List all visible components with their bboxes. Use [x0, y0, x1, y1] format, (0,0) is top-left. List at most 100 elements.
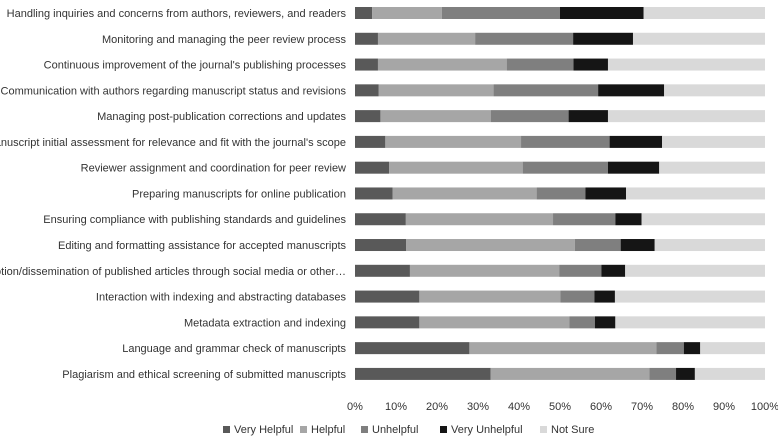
- x-tick-label: 60%: [590, 401, 612, 413]
- bar-segment-helpful: [377, 32, 476, 45]
- bar-segment-not-sure: [664, 84, 765, 97]
- bar-segment-unhelpful: [553, 213, 616, 226]
- bar-segment-unhelpful: [569, 316, 595, 329]
- bar-segment-very-helpful: [355, 264, 410, 277]
- category-label: Handling inquiries and concerns from aut…: [7, 8, 347, 20]
- x-tick-label: 30%: [467, 401, 489, 413]
- bar-segment-very-helpful: [355, 316, 420, 329]
- bar-segment-helpful: [419, 316, 570, 329]
- bar-segment-unhelpful: [656, 342, 684, 355]
- legend-label: Unhelpful: [372, 424, 418, 436]
- bar-segment-helpful: [406, 239, 575, 252]
- category-labels: Handling inquiries and concerns from aut…: [0, 8, 346, 381]
- bar-segment-unhelpful: [493, 84, 599, 97]
- category-label: Metadata extraction and indexing: [184, 317, 346, 329]
- bar-segment-unhelpful: [560, 290, 595, 303]
- category-label: Plagiarism and ethical screening of subm…: [62, 369, 346, 381]
- legend-swatch: [440, 426, 447, 433]
- x-tick-label: 70%: [631, 401, 653, 413]
- bar-segment-not-sure: [626, 187, 765, 200]
- x-tick-label: 40%: [508, 401, 530, 413]
- category-label: Monitoring and managing the peer review …: [102, 34, 346, 46]
- bar-segment-not-sure: [643, 7, 765, 19]
- bar-segment-not-sure: [607, 110, 765, 123]
- bar-segment-unhelpful: [475, 32, 574, 45]
- category-label: Interaction with indexing and abstractin…: [96, 292, 347, 304]
- bar-segment-very-helpful: [355, 187, 393, 200]
- category-label: Managing post-publication corrections an…: [97, 111, 346, 123]
- legend-label: Very Helpful: [234, 424, 293, 436]
- bar-segment-not-sure: [654, 239, 765, 252]
- bar-segment-unhelpful: [649, 367, 677, 380]
- bar-segment-very-helpful: [355, 84, 379, 97]
- bar-segment-very-unhelpful: [607, 161, 660, 174]
- category-label: Manuscript initial assessment for releva…: [0, 137, 346, 149]
- bar-segment-very-unhelpful: [615, 213, 642, 226]
- bar-segment-not-sure: [632, 32, 765, 45]
- category-label: Language and grammar check of manuscript…: [122, 343, 346, 355]
- bar-segment-not-sure: [700, 342, 765, 355]
- bar-segment-helpful: [385, 135, 522, 148]
- bar-segment-very-unhelpful: [683, 342, 701, 355]
- bar-segment-helpful: [392, 187, 537, 200]
- x-tick-label: 20%: [426, 401, 448, 413]
- legend-label: Helpful: [311, 424, 345, 436]
- bar-segment-unhelpful: [522, 161, 608, 174]
- bar-segment-not-sure: [662, 135, 765, 148]
- bar-segment-helpful: [380, 110, 491, 123]
- bar-segment-helpful: [378, 84, 494, 97]
- bar-segment-very-unhelpful: [594, 316, 616, 329]
- bar-segment-helpful: [389, 161, 523, 174]
- bars-group: [355, 7, 765, 380]
- bar-segment-very-unhelpful: [676, 367, 695, 380]
- bar-segment-helpful: [419, 290, 561, 303]
- bar-segment-helpful: [469, 342, 657, 355]
- x-tick-label: 100%: [751, 401, 778, 413]
- bar-segment-very-unhelpful: [594, 290, 615, 303]
- bar-segment-not-sure: [614, 290, 765, 303]
- category-label: Communication with authors regarding man…: [1, 85, 347, 97]
- legend: Very Helpful Helpful Unhelpful Very Unhelpf…: [223, 424, 594, 436]
- bar-segment-very-unhelpful: [609, 135, 663, 148]
- bar-segment-unhelpful: [574, 239, 621, 252]
- bar-segment-unhelpful: [490, 110, 569, 123]
- bar-segment-very-unhelpful: [585, 187, 627, 200]
- bar-segment-very-unhelpful: [598, 84, 665, 97]
- legend-label: Not Sure: [551, 424, 594, 436]
- bar-segment-helpful: [409, 264, 560, 277]
- bar-segment-very-helpful: [355, 213, 406, 226]
- bar-segment-very-helpful: [355, 58, 378, 71]
- bar-segment-very-helpful: [355, 342, 470, 355]
- bar-segment-very-helpful: [355, 290, 420, 303]
- legend-swatch: [540, 426, 547, 433]
- bar-segment-helpful: [372, 7, 442, 19]
- x-tick-label: 50%: [549, 401, 571, 413]
- bar-segment-very-helpful: [355, 110, 381, 123]
- legend-swatch: [223, 426, 230, 433]
- x-tick-label: 0%: [347, 401, 363, 413]
- bar-segment-very-unhelpful: [620, 239, 655, 252]
- bar-segment-very-helpful: [355, 7, 373, 19]
- x-tick-label: 90%: [713, 401, 735, 413]
- bar-segment-very-helpful: [355, 135, 386, 148]
- x-tick-label: 80%: [672, 401, 694, 413]
- bar-segment-very-helpful: [355, 367, 491, 380]
- bar-segment-not-sure: [615, 316, 765, 329]
- category-label: Editing and formatting assistance for ac…: [58, 240, 346, 252]
- bar-segment-unhelpful: [536, 187, 586, 200]
- bar-segment-not-sure: [641, 213, 765, 226]
- legend-label: Very Unhelpful: [451, 424, 523, 436]
- bar-segment-unhelpful: [506, 58, 574, 71]
- bar-segment-unhelpful: [521, 135, 610, 148]
- bar-segment-helpful: [405, 213, 554, 226]
- category-label: Continuous improvement of the journal's …: [44, 60, 347, 72]
- x-axis-ticks: 0% 10% 20% 30% 40% 50% 60% 70% 80% 90% 100%: [347, 401, 778, 413]
- bar-segment-unhelpful: [559, 264, 602, 277]
- x-tick-label: 10%: [385, 401, 407, 413]
- bar-segment-not-sure: [659, 161, 765, 174]
- category-label: Promotion/dissemination of published art…: [0, 266, 346, 278]
- bar-segment-not-sure: [694, 367, 765, 380]
- bar-segment-helpful: [377, 58, 507, 71]
- legend-swatch: [361, 426, 368, 433]
